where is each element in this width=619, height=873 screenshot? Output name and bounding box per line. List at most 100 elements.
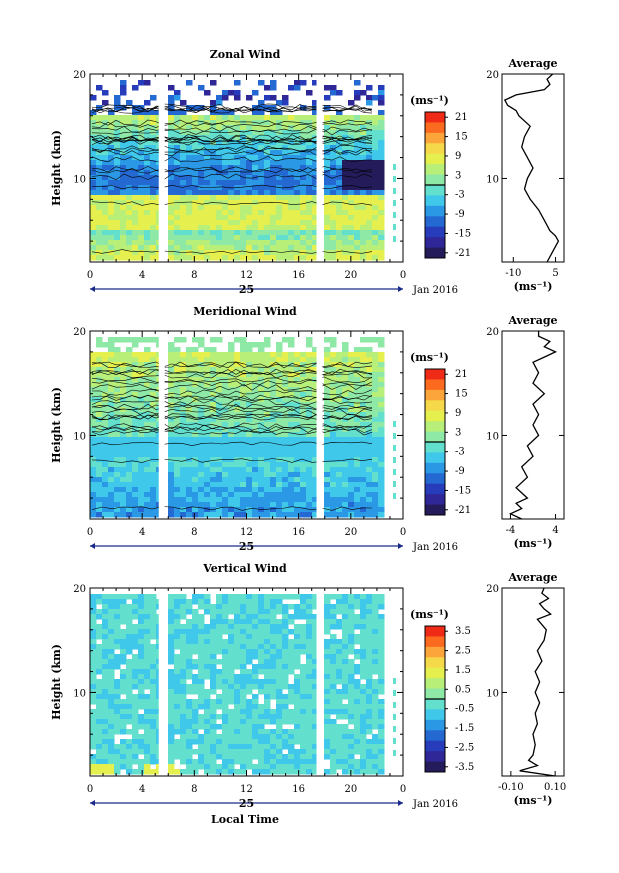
- heatmap-cell: [126, 764, 133, 770]
- heatmap-cell: [216, 492, 223, 498]
- heatmap-cell: [204, 769, 211, 775]
- heatmap-cell: [210, 387, 217, 393]
- heatmap-cell: [306, 240, 313, 246]
- heatmap-cell: [270, 427, 277, 433]
- heatmap-cell: [192, 594, 199, 600]
- heatmap-cell: [342, 250, 349, 256]
- heatmap-cell: [294, 140, 301, 146]
- contour-line: [91, 107, 373, 114]
- heatmap-cell: [222, 160, 229, 166]
- heatmap-cell: [144, 190, 151, 196]
- heatmap-cell: [228, 427, 235, 433]
- heatmap-cell: [198, 195, 205, 201]
- heatmap-cell: [240, 220, 247, 226]
- heatmap-cell: [198, 477, 205, 483]
- heatmap-cell: [294, 397, 301, 403]
- heatmap-cell: [210, 250, 217, 256]
- heatmap-cell: [210, 644, 217, 650]
- heatmap-cell: [246, 215, 253, 221]
- heatmap-cell: [186, 704, 193, 710]
- heatmap-cell: [276, 357, 283, 363]
- heatmap-cell: [126, 115, 133, 121]
- heatmap-cell: [228, 719, 235, 725]
- heatmap-cell: [198, 155, 205, 161]
- heatmap-cell: [150, 427, 157, 433]
- heatmap-cell: [204, 714, 211, 720]
- heatmap-cell: [270, 709, 277, 715]
- heatmap-cell: [222, 684, 229, 690]
- heatmap-cell: [90, 467, 97, 473]
- heatmap-cell: [393, 433, 396, 439]
- heatmap-cell: [276, 387, 283, 393]
- heatmap-cell: [90, 594, 97, 600]
- heatmap-cell: [378, 190, 385, 196]
- heatmap-cell: [360, 225, 367, 231]
- heatmap-cell: [186, 502, 193, 508]
- heatmap-cell: [108, 417, 115, 423]
- heatmap-cell: [240, 744, 247, 750]
- heatmap-cell: [294, 422, 301, 428]
- heatmap-cell: [126, 512, 133, 518]
- heatmap-cell: [114, 639, 121, 645]
- heatmap-cell: [342, 210, 349, 216]
- heatmap-cell: [348, 674, 355, 680]
- heatmap-cell: [138, 175, 145, 181]
- heatmap-cell: [342, 432, 349, 438]
- heatmap-cell: [222, 739, 229, 745]
- heatmap-cell: [360, 654, 367, 660]
- heatmap-cell: [174, 769, 181, 775]
- heatmap-cell: [150, 694, 157, 700]
- heatmap-cell: [198, 739, 205, 745]
- heatmap-cell: [174, 679, 181, 685]
- heatmap-cell: [102, 407, 109, 413]
- heatmap-cell: [264, 719, 271, 725]
- heatmap-cell: [150, 599, 157, 605]
- heatmap-cell: [126, 362, 133, 368]
- heatmap-cell: [360, 472, 367, 478]
- profile-frame: [501, 73, 565, 263]
- heatmap-cell: [300, 759, 307, 765]
- heatmap-cell: [330, 402, 337, 408]
- heatmap-cell: [342, 599, 349, 605]
- heatmap-cell: [288, 155, 295, 161]
- colorbar-swatch: [425, 205, 445, 217]
- heatmap-cell: [180, 689, 187, 695]
- heatmap-cell: [276, 609, 283, 615]
- heatmap-cell: [228, 220, 235, 226]
- heatmap-cell: [270, 609, 277, 615]
- heatmap-cell: [276, 230, 283, 236]
- heatmap-cell: [126, 487, 133, 493]
- heatmap-cell: [246, 644, 253, 650]
- heatmap-cell: [228, 387, 235, 393]
- heatmap-cell: [216, 674, 223, 680]
- heatmap-cell: [270, 200, 277, 206]
- heatmap-cell: [366, 352, 373, 358]
- heatmap-cell: [180, 392, 187, 398]
- heatmap-cell: [366, 190, 373, 196]
- heatmap-cell: [234, 694, 241, 700]
- heatmap-cell: [186, 362, 193, 368]
- heatmap-cell: [96, 644, 103, 650]
- heatmap-cell: [378, 477, 385, 483]
- heatmap-cell: [138, 105, 145, 111]
- heatmap-cell: [312, 377, 319, 383]
- heatmap-cell: [228, 467, 235, 473]
- heatmap-cell: [96, 215, 103, 221]
- heatmap-cell: [102, 115, 109, 121]
- heatmap-cell: [126, 377, 133, 383]
- heatmap-cell: [174, 739, 181, 745]
- heatmap-cell: [174, 497, 181, 503]
- heatmap-cell: [126, 669, 133, 675]
- heatmap-cell: [96, 190, 103, 196]
- heatmap-cell: [264, 487, 271, 493]
- heatmap-cell: [270, 714, 277, 720]
- heatmap-cell: [102, 125, 109, 131]
- heatmap-cell: [132, 644, 139, 650]
- heatmap-cell: [96, 372, 103, 378]
- heatmap-cell: [228, 352, 235, 358]
- heatmap-cell: [270, 170, 277, 176]
- heatmap-cell: [336, 432, 343, 438]
- heatmap-cell: [234, 240, 241, 246]
- heatmap-cell: [168, 342, 175, 348]
- heatmap-cell: [126, 165, 133, 171]
